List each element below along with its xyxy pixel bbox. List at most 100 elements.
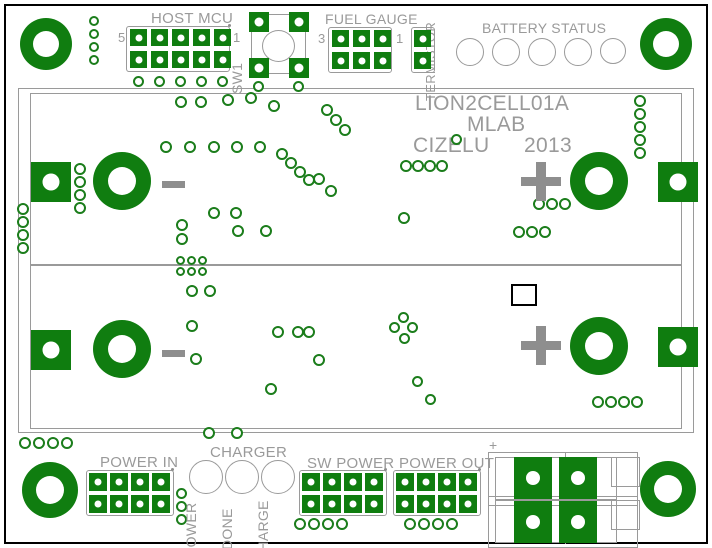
via bbox=[208, 141, 220, 153]
via bbox=[425, 394, 436, 405]
header-pad[interactable] bbox=[396, 495, 414, 513]
via bbox=[204, 285, 216, 297]
header-pad[interactable] bbox=[89, 473, 107, 491]
header-pad[interactable] bbox=[438, 473, 456, 491]
smd-component-outline bbox=[511, 284, 537, 306]
org-text: MLAB bbox=[467, 113, 526, 136]
header-pad[interactable] bbox=[131, 473, 149, 491]
header-pad[interactable] bbox=[152, 473, 170, 491]
host-mcu-pin1-label: 1 bbox=[233, 30, 241, 45]
sw1-actuator-circle[interactable] bbox=[262, 30, 295, 62]
header-pad[interactable] bbox=[214, 29, 231, 46]
header-pad[interactable] bbox=[417, 495, 435, 513]
header-pad[interactable] bbox=[172, 29, 189, 46]
via bbox=[634, 134, 646, 146]
via bbox=[186, 285, 198, 297]
via bbox=[176, 488, 187, 499]
battery-terminal-ring-upper-positive bbox=[570, 152, 628, 210]
header-pad[interactable] bbox=[332, 52, 349, 69]
via bbox=[175, 76, 186, 87]
header-pad[interactable] bbox=[353, 52, 370, 69]
via bbox=[245, 92, 257, 104]
via bbox=[74, 202, 86, 214]
header-pad[interactable] bbox=[302, 473, 320, 491]
via bbox=[446, 518, 458, 530]
header-pad[interactable] bbox=[193, 51, 210, 68]
header-pad[interactable] bbox=[414, 30, 431, 47]
header-pad[interactable] bbox=[214, 51, 231, 68]
header-pad[interactable] bbox=[414, 52, 431, 69]
via bbox=[187, 256, 196, 265]
via bbox=[412, 376, 423, 387]
via bbox=[176, 233, 188, 245]
header-pad[interactable] bbox=[323, 495, 341, 513]
header-pad[interactable] bbox=[353, 30, 370, 47]
terminal-block-pad[interactable] bbox=[514, 457, 552, 499]
header-pad[interactable] bbox=[332, 30, 349, 47]
via bbox=[231, 427, 243, 439]
via bbox=[176, 256, 185, 265]
header-pad[interactable] bbox=[365, 473, 383, 491]
year-text: 2013 bbox=[524, 134, 572, 157]
header-pad[interactable] bbox=[374, 52, 391, 69]
terminal-block-pad[interactable] bbox=[514, 501, 552, 543]
via bbox=[196, 76, 207, 87]
header-pad[interactable] bbox=[110, 473, 128, 491]
terminal-pad-right-upper[interactable] bbox=[658, 162, 698, 202]
header-pad[interactable] bbox=[193, 29, 210, 46]
header-pad[interactable] bbox=[89, 495, 107, 513]
terminal-block-pad[interactable] bbox=[559, 457, 597, 499]
header-pad[interactable] bbox=[131, 495, 149, 513]
header-pad[interactable] bbox=[130, 29, 147, 46]
via bbox=[336, 518, 348, 530]
header-pad[interactable] bbox=[365, 495, 383, 513]
terminal-pad-right-lower[interactable] bbox=[658, 327, 698, 367]
via bbox=[313, 354, 325, 366]
header-pad[interactable] bbox=[396, 473, 414, 491]
via bbox=[631, 396, 643, 408]
header-pad[interactable] bbox=[110, 495, 128, 513]
header-pad[interactable] bbox=[151, 29, 168, 46]
via bbox=[222, 94, 234, 106]
mounting-hole-top-left bbox=[20, 18, 72, 70]
terminal-screw-box-top[interactable] bbox=[611, 457, 640, 487]
header-pad[interactable] bbox=[459, 473, 477, 491]
header-pad[interactable] bbox=[323, 473, 341, 491]
header-pad[interactable] bbox=[374, 30, 391, 47]
via bbox=[265, 383, 277, 395]
terminal-screw-box-bottom[interactable] bbox=[611, 500, 640, 530]
sw1-pad[interactable] bbox=[249, 58, 269, 78]
header-pad[interactable] bbox=[417, 473, 435, 491]
mounting-hole-bottom-left bbox=[22, 462, 78, 518]
header-pad[interactable] bbox=[438, 495, 456, 513]
via bbox=[89, 29, 99, 39]
terminal-pad-left-upper[interactable] bbox=[31, 162, 71, 202]
sw1-pad[interactable] bbox=[289, 58, 309, 78]
power-in-label: POWER IN bbox=[100, 454, 179, 471]
header-pad[interactable] bbox=[344, 473, 362, 491]
via bbox=[308, 518, 320, 530]
header-pad[interactable] bbox=[151, 51, 168, 68]
via bbox=[539, 226, 551, 238]
battery-terminal-ring-lower-negative bbox=[93, 320, 151, 378]
header-pad[interactable] bbox=[459, 495, 477, 513]
sw1-pad[interactable] bbox=[249, 12, 269, 32]
via bbox=[294, 166, 306, 178]
fuel-gauge-pin1-label: 1 bbox=[396, 31, 404, 46]
via bbox=[634, 95, 646, 107]
header-pad[interactable] bbox=[344, 495, 362, 513]
via bbox=[195, 96, 207, 108]
via bbox=[260, 225, 272, 237]
polarity-minus-upper bbox=[162, 181, 185, 188]
via bbox=[217, 76, 228, 87]
sw1-pad[interactable] bbox=[289, 12, 309, 32]
terminal-pad-left-lower[interactable] bbox=[31, 330, 71, 370]
terminal-block-pad[interactable] bbox=[559, 501, 597, 543]
via bbox=[74, 163, 86, 175]
header-pad[interactable] bbox=[172, 51, 189, 68]
battery-status-led bbox=[492, 38, 520, 66]
header-pad[interactable] bbox=[130, 51, 147, 68]
header-pad[interactable] bbox=[152, 495, 170, 513]
via bbox=[605, 396, 617, 408]
header-pad[interactable] bbox=[302, 495, 320, 513]
